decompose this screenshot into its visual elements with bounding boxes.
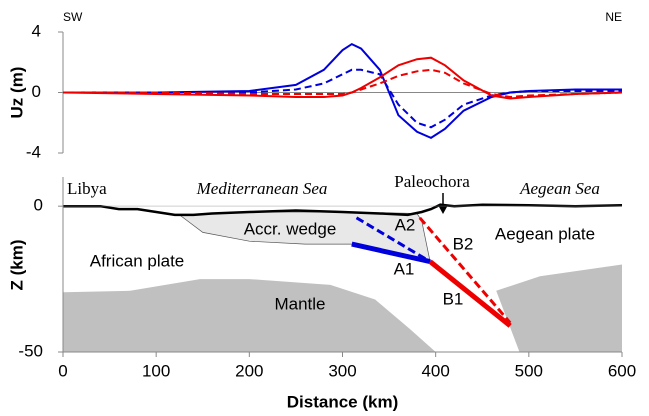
annotation: Aegean plate (495, 224, 595, 243)
annotation: Aegean Sea (519, 179, 600, 198)
x-tick-label: 600 (608, 361, 636, 380)
topography (63, 203, 623, 217)
fault-label: A2 (395, 215, 416, 234)
y-axis-label: Uz (m) (7, 67, 26, 119)
annotation: Mantle (274, 294, 325, 313)
annotation: Paleochora (394, 172, 470, 191)
x-tick-label: 0 (58, 361, 67, 380)
region (496, 264, 622, 352)
uz-line (63, 68, 623, 99)
annotation: Accr. wedge (244, 219, 337, 238)
fault (418, 216, 512, 324)
x-tick-label: 300 (328, 361, 356, 380)
fault-label: B1 (443, 289, 464, 308)
x-tick-label: 100 (142, 361, 170, 380)
x-tick-label: 500 (515, 361, 543, 380)
left-label: SW (63, 10, 83, 24)
y-tick-label: 0 (32, 82, 41, 101)
annotation: Libya (67, 179, 107, 198)
x-tick-label: 200 (235, 361, 263, 380)
y-tick-label: -4 (26, 142, 41, 161)
right-label: NE (605, 10, 622, 24)
uz-line (62, 56, 623, 100)
y-tick-label: 0 (34, 196, 43, 215)
region (63, 279, 436, 352)
x-tick-label: 400 (421, 361, 449, 380)
y-tick-label: -50 (18, 341, 43, 360)
y-tick-label: 4 (32, 21, 41, 40)
paleochora-arrow (438, 193, 448, 214)
uz-line (63, 68, 622, 129)
fault-label: B2 (453, 234, 474, 253)
fault (355, 216, 431, 263)
y-axis-label: Z (km) (7, 240, 26, 291)
annotation: African plate (90, 251, 185, 270)
fault-label: A1 (394, 259, 415, 278)
fault (351, 241, 431, 265)
uz-line (63, 42, 622, 140)
annotation: Mediterranean Sea (196, 179, 328, 198)
x-axis-label: Distance (km) (287, 392, 398, 411)
fault (428, 259, 512, 328)
